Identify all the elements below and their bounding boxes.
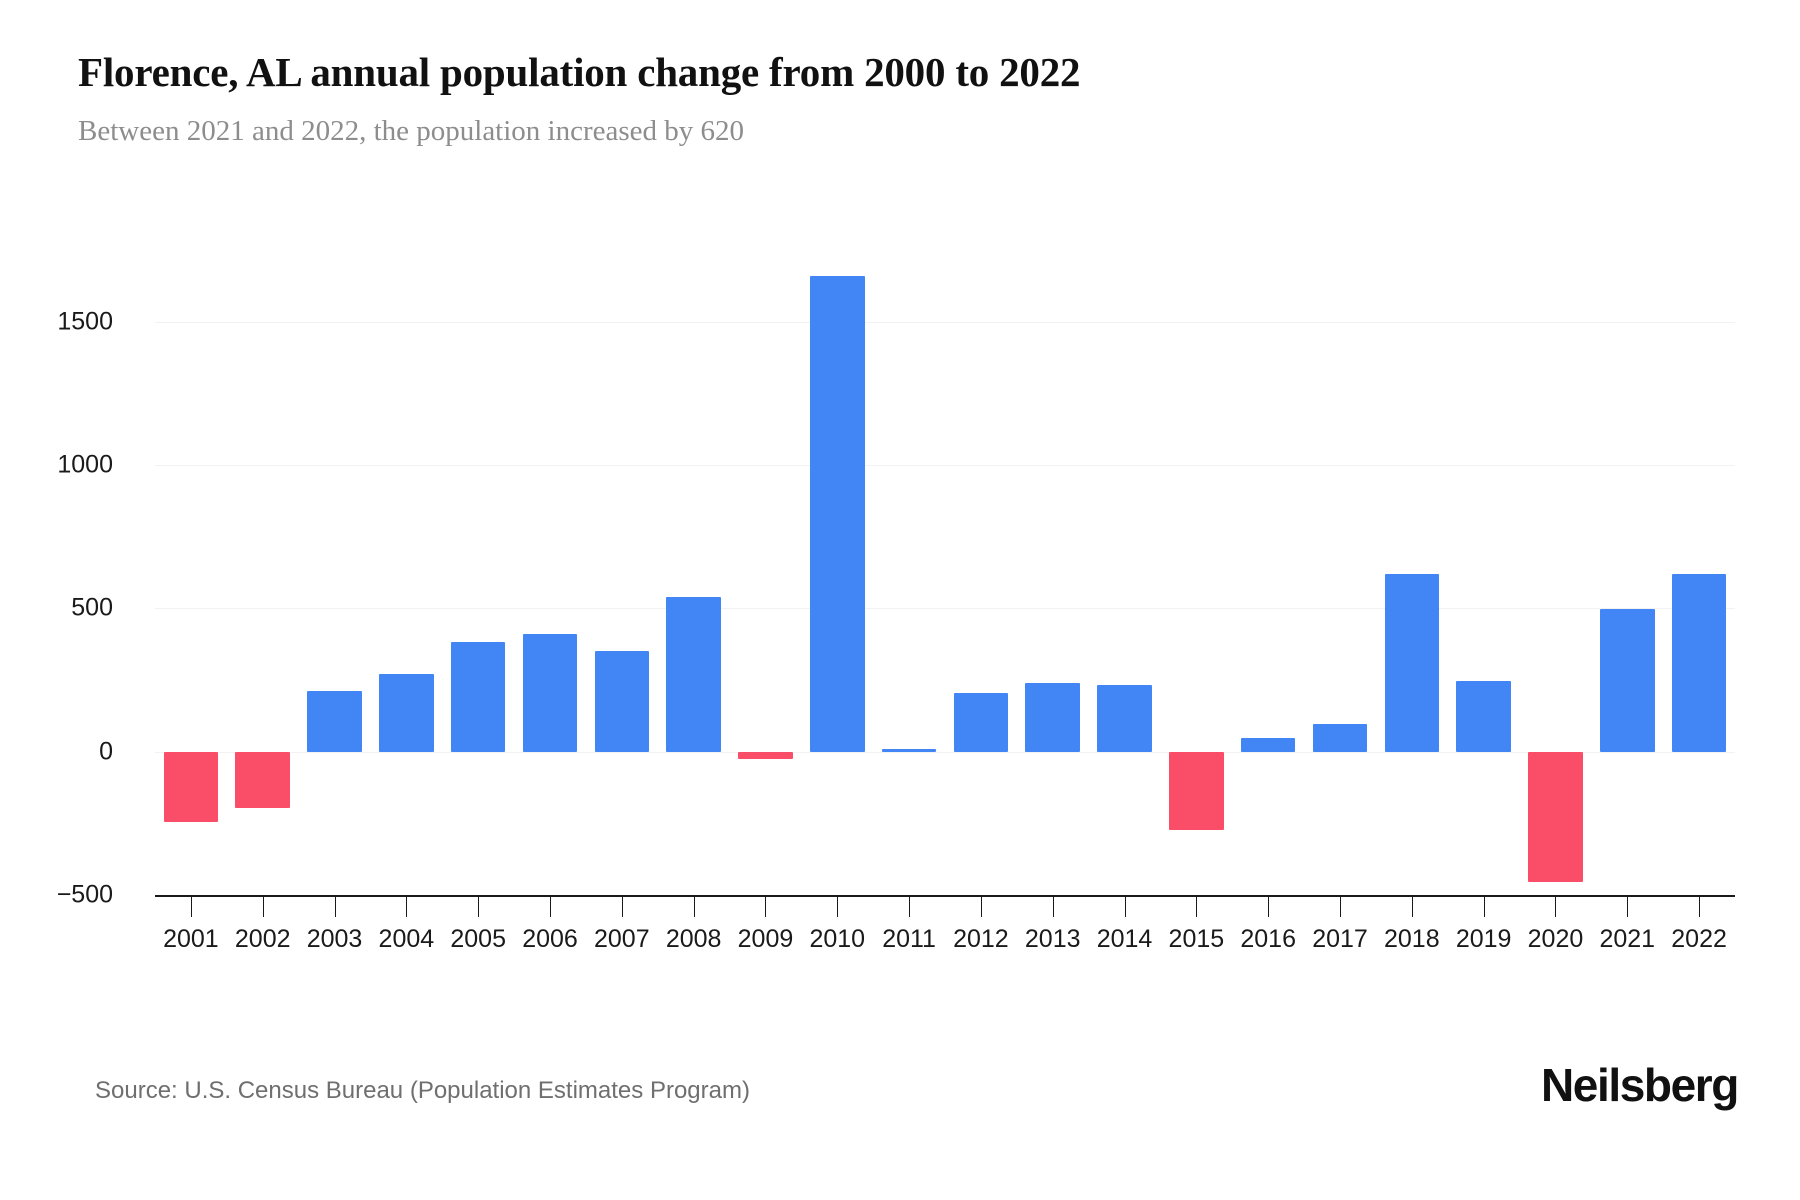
- x-axis-ticks: [155, 897, 1735, 919]
- bar-2007[interactable]: [594, 650, 650, 752]
- x-label-2007: 2007: [594, 925, 650, 953]
- x-label-2004: 2004: [378, 925, 435, 953]
- bar-series: [155, 250, 1735, 895]
- x-tick-2016: [1268, 897, 1270, 917]
- bar-2001[interactable]: [163, 751, 219, 822]
- x-tick-2013: [1052, 897, 1054, 917]
- plot-area: [155, 250, 1735, 896]
- x-label-2003: 2003: [306, 925, 363, 953]
- x-label-2022: 2022: [1671, 925, 1727, 953]
- x-label-2012: 2012: [953, 925, 1009, 953]
- gridline-1500: [155, 321, 1735, 323]
- gridline-1000: [155, 465, 1735, 466]
- x-tick-2009: [765, 897, 767, 917]
- x-label-2008: 2008: [665, 925, 722, 953]
- bar-2002[interactable]: [235, 751, 290, 808]
- x-tick-2005: [478, 897, 480, 917]
- x-label-2020: 2020: [1527, 925, 1584, 953]
- bar-2021[interactable]: [1599, 609, 1655, 752]
- x-tick-2014: [1124, 897, 1126, 917]
- x-axis-labels: 2001 2002 2003 2004 2005 2006 2007 2008 2009 2010…: [155, 925, 1735, 965]
- x-label-2021: 2021: [1599, 925, 1656, 953]
- bar-2017[interactable]: [1312, 724, 1368, 752]
- x-label-2017: 2017: [1312, 925, 1368, 953]
- x-label-2015: 2015: [1168, 925, 1225, 953]
- bar-2010[interactable]: [809, 275, 865, 752]
- x-label-2013: 2013: [1024, 925, 1081, 953]
- bar-2016[interactable]: [1240, 737, 1296, 752]
- gridline-500: [155, 608, 1735, 610]
- x-tick-2015: [1196, 897, 1198, 917]
- y-tick-label: 500: [71, 593, 113, 622]
- x-tick-2008: [693, 897, 695, 917]
- x-label-2019: 2019: [1455, 925, 1512, 953]
- x-label-2006: 2006: [522, 925, 578, 953]
- bar-2019[interactable]: [1456, 680, 1511, 752]
- bar-2009[interactable]: [738, 751, 793, 759]
- x-label-2002: 2002: [234, 925, 291, 953]
- brand-logo: Neilsberg: [1540, 1059, 1739, 1111]
- chart-subtitle: Between 2021 and 2022, the population in…: [78, 115, 745, 148]
- bar-2015[interactable]: [1169, 751, 1224, 830]
- bar-2003[interactable]: [307, 690, 362, 752]
- bar-2020[interactable]: [1528, 751, 1583, 883]
- bar-2012[interactable]: [953, 692, 1009, 752]
- y-tick-label: 1500: [57, 307, 113, 336]
- bar-2006[interactable]: [522, 634, 578, 752]
- x-label-2014: 2014: [1096, 925, 1153, 953]
- y-tick-label: −500: [56, 880, 113, 909]
- bar-2008[interactable]: [666, 596, 721, 752]
- x-tick-2021: [1627, 897, 1629, 917]
- bar-2018[interactable]: [1384, 573, 1440, 752]
- x-label-2016: 2016: [1240, 925, 1296, 953]
- x-axis-line: [155, 895, 1735, 897]
- x-tick-2003: [334, 897, 336, 917]
- y-axis-labels: −500 0 500 1000 1500: [0, 250, 135, 908]
- bar-2004[interactable]: [379, 674, 434, 752]
- x-tick-2002: [262, 897, 264, 917]
- chart-title: Florence, AL annual population change fr…: [78, 49, 1081, 95]
- bar-2014[interactable]: [1097, 685, 1152, 752]
- x-tick-2020: [1555, 897, 1557, 917]
- gridline-0: [155, 751, 1735, 753]
- x-label-2005: 2005: [450, 925, 506, 953]
- x-tick-2007: [621, 897, 623, 917]
- x-tick-2004: [406, 897, 408, 917]
- x-tick-2017: [1340, 897, 1341, 917]
- x-tick-2019: [1483, 897, 1485, 917]
- bar-2013[interactable]: [1025, 682, 1080, 752]
- bar-2005[interactable]: [450, 642, 506, 752]
- source-note: Source: U.S. Census Bureau (Population E…: [95, 1077, 750, 1104]
- x-label-2001: 2001: [163, 925, 219, 953]
- bar-2022[interactable]: [1671, 573, 1727, 752]
- x-label-2018: 2018: [1384, 925, 1440, 953]
- x-label-2010: 2010: [809, 925, 866, 953]
- x-tick-2022: [1699, 897, 1701, 917]
- chart-header: Florence, AL annual population change fr…: [78, 48, 1718, 149]
- x-tick-2001: [190, 897, 192, 917]
- x-label-2009: 2009: [737, 925, 794, 953]
- x-tick-2011: [909, 897, 911, 917]
- x-tick-2010: [837, 897, 839, 917]
- x-label-2011: 2011: [882, 925, 936, 953]
- x-tick-2006: [550, 897, 551, 917]
- y-tick-label: 0: [99, 737, 113, 766]
- x-tick-2012: [980, 897, 982, 917]
- bar-2011[interactable]: [881, 748, 937, 752]
- x-tick-2018: [1411, 897, 1413, 917]
- y-tick-label: 1000: [57, 450, 113, 479]
